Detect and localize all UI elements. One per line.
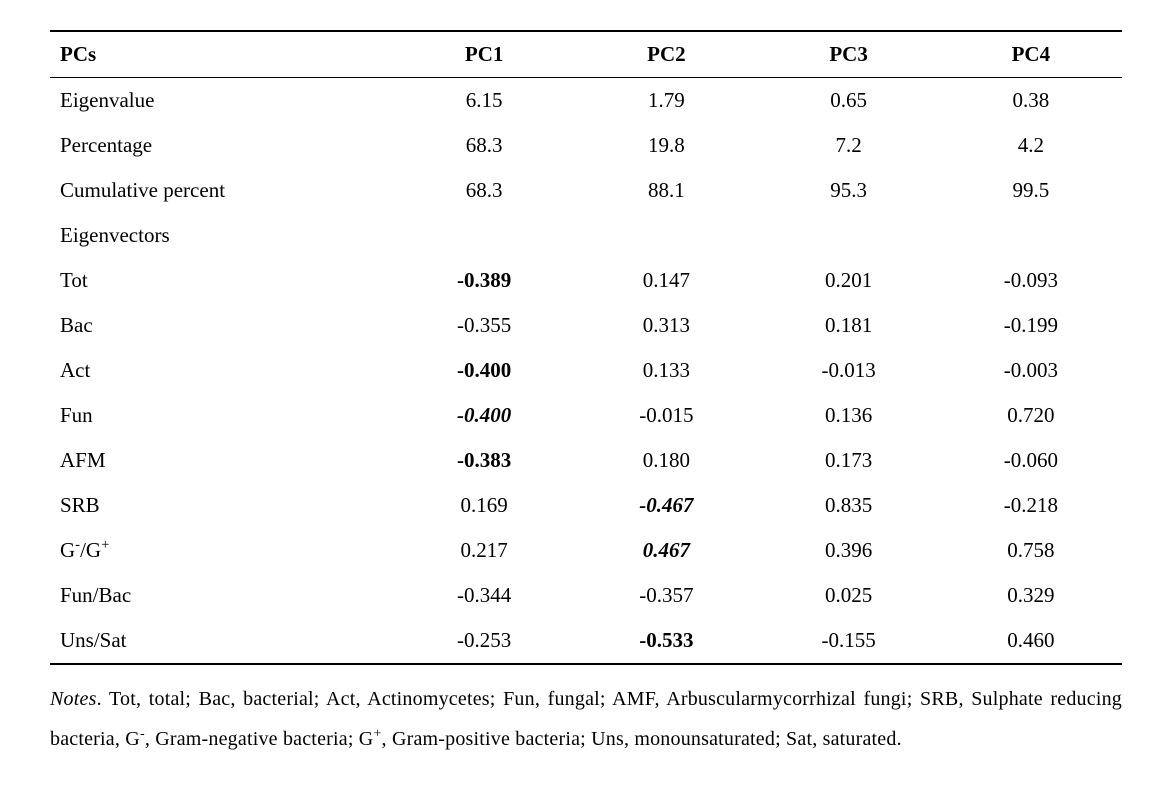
cell: 1.79 — [575, 78, 757, 124]
cell: 0.217 — [393, 528, 575, 573]
cell: -0.015 — [575, 393, 757, 438]
header-label: PCs — [50, 31, 393, 78]
cell: -0.218 — [940, 483, 1122, 528]
cell: -0.093 — [940, 258, 1122, 303]
row-label: Percentage — [50, 123, 393, 168]
cell: 0.720 — [940, 393, 1122, 438]
table-header: PCsPC1PC2PC3PC4 — [50, 31, 1122, 78]
cell: 99.5 — [940, 168, 1122, 213]
cell: -0.253 — [393, 618, 575, 664]
pca-table: PCsPC1PC2PC3PC4 Eigenvalue6.151.790.650.… — [50, 30, 1122, 665]
cell: 0.65 — [758, 78, 940, 124]
cell: -0.389 — [393, 258, 575, 303]
cell: 88.1 — [575, 168, 757, 213]
row-label: Eigenvalue — [50, 78, 393, 124]
pca-table-container: PCsPC1PC2PC3PC4 Eigenvalue6.151.790.650.… — [50, 30, 1122, 665]
cell: 7.2 — [758, 123, 940, 168]
cell: 0.38 — [940, 78, 1122, 124]
cell: -0.060 — [940, 438, 1122, 483]
cell — [575, 213, 757, 258]
cell: 0.173 — [758, 438, 940, 483]
cell: -0.467 — [575, 483, 757, 528]
cell: 95.3 — [758, 168, 940, 213]
header-col-1: PC2 — [575, 31, 757, 78]
row-label: Bac — [50, 303, 393, 348]
cell: 0.201 — [758, 258, 940, 303]
table-row: Bac-0.3550.3130.181-0.199 — [50, 303, 1122, 348]
cell: 68.3 — [393, 123, 575, 168]
table-row: SRB0.169-0.4670.835-0.218 — [50, 483, 1122, 528]
table-row: Cumulative percent68.388.195.399.5 — [50, 168, 1122, 213]
header-row: PCsPC1PC2PC3PC4 — [50, 31, 1122, 78]
row-label: Uns/Sat — [50, 618, 393, 664]
cell: 0.147 — [575, 258, 757, 303]
table-row: Fun-0.400-0.0150.1360.720 — [50, 393, 1122, 438]
table-body: Eigenvalue6.151.790.650.38Percentage68.3… — [50, 78, 1122, 665]
table-row: Percentage68.319.87.24.2 — [50, 123, 1122, 168]
notes-body: . Tot, total; Bac, bacterial; Act, Actin… — [50, 688, 1122, 750]
cell: 4.2 — [940, 123, 1122, 168]
cell: 0.396 — [758, 528, 940, 573]
row-label: Eigenvectors — [50, 213, 393, 258]
header-col-3: PC4 — [940, 31, 1122, 78]
cell: -0.400 — [393, 393, 575, 438]
table-row: Act-0.4000.133-0.013-0.003 — [50, 348, 1122, 393]
cell: -0.344 — [393, 573, 575, 618]
row-label: Act — [50, 348, 393, 393]
cell: 68.3 — [393, 168, 575, 213]
cell: -0.355 — [393, 303, 575, 348]
table-row: Uns/Sat-0.253-0.533-0.1550.460 — [50, 618, 1122, 664]
cell: -0.199 — [940, 303, 1122, 348]
cell: 0.835 — [758, 483, 940, 528]
row-label: Tot — [50, 258, 393, 303]
notes-label: Notes — [50, 688, 97, 710]
table-row: Eigenvectors — [50, 213, 1122, 258]
cell: -0.155 — [758, 618, 940, 664]
table-row: Eigenvalue6.151.790.650.38 — [50, 78, 1122, 124]
cell — [758, 213, 940, 258]
cell: 0.136 — [758, 393, 940, 438]
cell: -0.400 — [393, 348, 575, 393]
cell: -0.533 — [575, 618, 757, 664]
row-label: G-/G+ — [50, 528, 393, 573]
row-label: SRB — [50, 483, 393, 528]
row-label: Cumulative percent — [50, 168, 393, 213]
cell: 0.329 — [940, 573, 1122, 618]
table-row: G-/G+0.2170.4670.3960.758 — [50, 528, 1122, 573]
cell: 0.313 — [575, 303, 757, 348]
header-col-0: PC1 — [393, 31, 575, 78]
cell: 0.181 — [758, 303, 940, 348]
table-notes: Notes. Tot, total; Bac, bacterial; Act, … — [50, 679, 1122, 759]
cell: -0.357 — [575, 573, 757, 618]
header-col-2: PC3 — [758, 31, 940, 78]
cell: -0.003 — [940, 348, 1122, 393]
cell: 0.025 — [758, 573, 940, 618]
table-row: Fun/Bac-0.344-0.3570.0250.329 — [50, 573, 1122, 618]
cell: 0.169 — [393, 483, 575, 528]
cell: 6.15 — [393, 78, 575, 124]
row-label: AFM — [50, 438, 393, 483]
cell: -0.383 — [393, 438, 575, 483]
table-row: Tot-0.3890.1470.201-0.093 — [50, 258, 1122, 303]
cell: -0.013 — [758, 348, 940, 393]
cell: 0.758 — [940, 528, 1122, 573]
cell: 0.180 — [575, 438, 757, 483]
cell: 0.467 — [575, 528, 757, 573]
row-label: Fun — [50, 393, 393, 438]
table-row: AFM-0.3830.1800.173-0.060 — [50, 438, 1122, 483]
cell: 0.133 — [575, 348, 757, 393]
cell: 19.8 — [575, 123, 757, 168]
cell — [393, 213, 575, 258]
cell: 0.460 — [940, 618, 1122, 664]
row-label: Fun/Bac — [50, 573, 393, 618]
cell — [940, 213, 1122, 258]
